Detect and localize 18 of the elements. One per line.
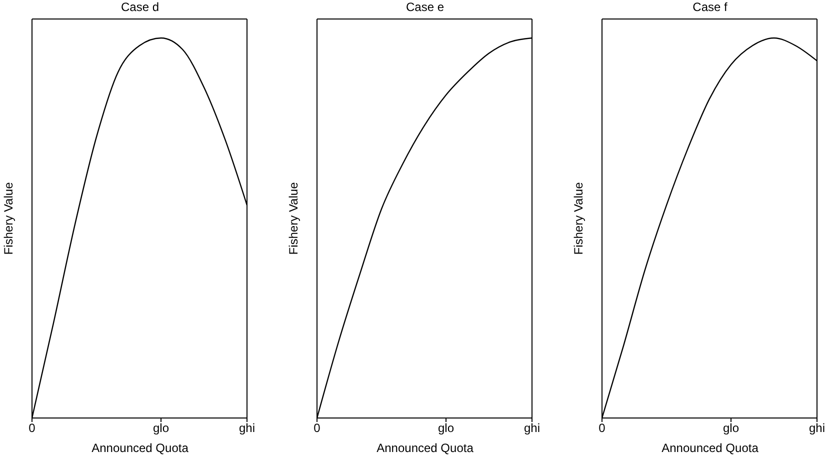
chart-title: Case d: [120, 0, 160, 14]
chart-title: Case e: [404, 0, 446, 14]
x-tick-label: glo: [438, 421, 454, 435]
x-tick-label: ghi: [238, 421, 256, 435]
x-tick-label: ghi: [808, 421, 826, 435]
x-tick-label: 0: [28, 421, 36, 435]
x-axis-title: Announced Quota: [376, 441, 474, 455]
x-tick-label: glo: [152, 421, 170, 435]
chart-title: Case f: [692, 0, 728, 14]
y-axis-title: Fishery Value: [1, 182, 16, 255]
x-tick-label: ghi: [524, 421, 540, 435]
x-axis-title: Announced Quota: [90, 441, 190, 455]
x-tick-label: 0: [598, 421, 606, 435]
y-axis-title: Fishery Value: [571, 182, 586, 255]
x-tick-label: 0: [314, 421, 321, 435]
x-axis-title: Announced Quota: [660, 441, 760, 455]
x-tick-label: glo: [722, 421, 740, 435]
y-axis-title: Fishery Value: [286, 182, 300, 255]
